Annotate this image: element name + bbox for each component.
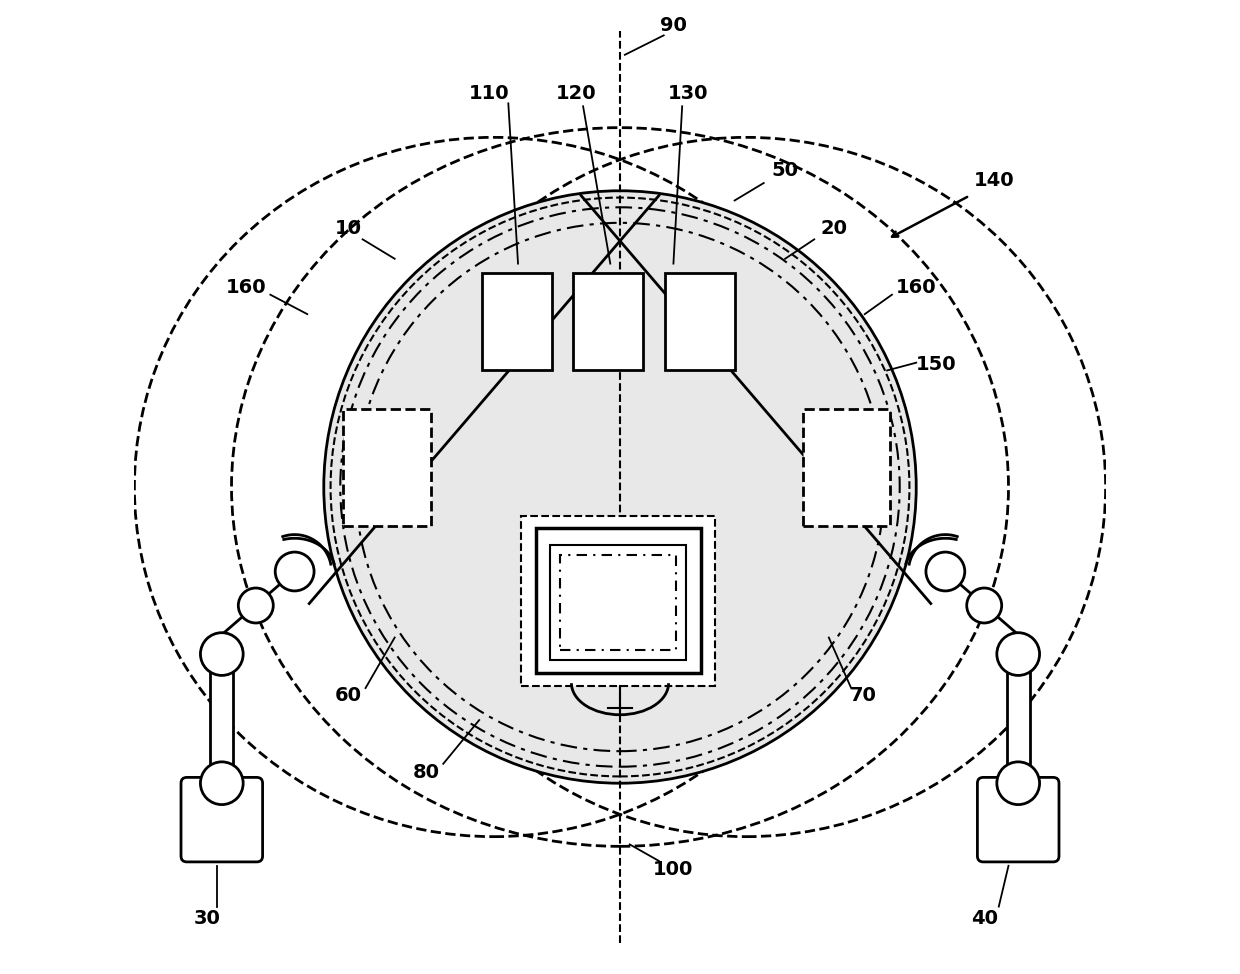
Text: 160: 160 [226, 278, 267, 297]
Bar [573, 274, 644, 370]
Text: 80: 80 [412, 764, 439, 782]
FancyBboxPatch shape [977, 777, 1059, 862]
Bar [665, 274, 734, 370]
Circle shape [967, 588, 1002, 623]
Bar [802, 409, 890, 526]
Circle shape [201, 762, 243, 805]
Circle shape [926, 552, 965, 591]
Text: 140: 140 [973, 170, 1014, 190]
Bar [536, 528, 701, 673]
Bar [551, 545, 686, 659]
Bar [1007, 655, 1030, 766]
Text: 50: 50 [771, 162, 799, 180]
Text: 90: 90 [660, 16, 687, 34]
Text: 10: 10 [335, 219, 362, 239]
Circle shape [275, 552, 314, 591]
Bar [482, 274, 552, 370]
Text: 60: 60 [335, 686, 362, 704]
Text: 130: 130 [667, 84, 708, 102]
Circle shape [238, 588, 273, 623]
Text: 70: 70 [849, 686, 877, 704]
Text: 30: 30 [193, 909, 221, 928]
Text: 20: 20 [820, 219, 847, 239]
Text: 110: 110 [469, 84, 510, 102]
Circle shape [201, 633, 243, 675]
Bar [559, 555, 676, 651]
Text: 150: 150 [915, 356, 956, 374]
FancyBboxPatch shape [181, 777, 263, 862]
Circle shape [997, 762, 1039, 805]
Text: 120: 120 [556, 84, 596, 102]
Circle shape [324, 191, 916, 783]
Circle shape [997, 633, 1039, 675]
Text: 160: 160 [897, 278, 936, 297]
Bar [343, 409, 430, 526]
Text: 40: 40 [971, 909, 998, 928]
Text: 100: 100 [653, 860, 693, 880]
Bar [521, 516, 715, 686]
Bar [210, 655, 233, 766]
